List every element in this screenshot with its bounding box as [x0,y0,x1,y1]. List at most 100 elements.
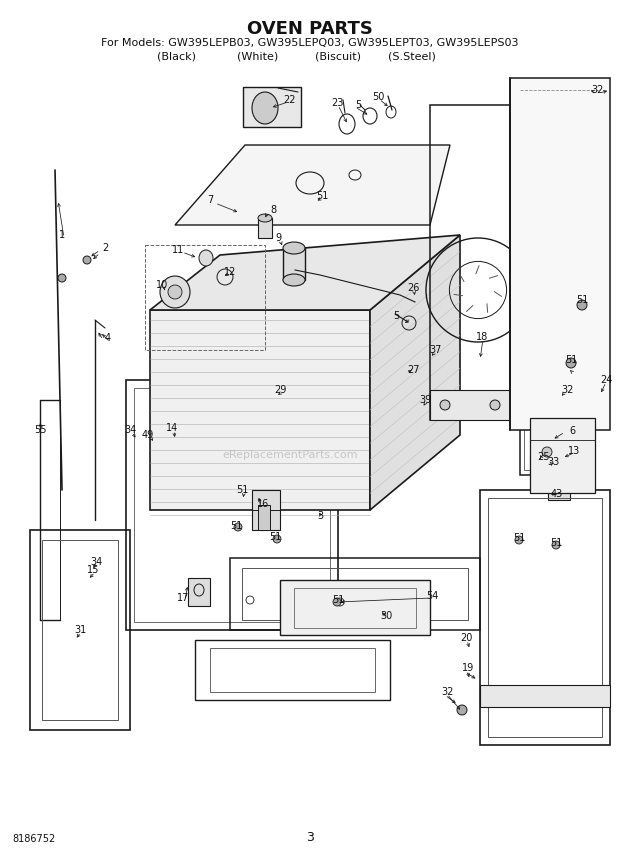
Text: 8186752: 8186752 [12,834,55,844]
Text: 12: 12 [224,267,236,277]
Text: 5: 5 [355,100,361,110]
Polygon shape [175,145,450,225]
Bar [242,568,468,620]
Text: 4: 4 [105,333,111,343]
Bar [530,455,570,480]
Bar [520,195,560,475]
Bar [430,105,510,420]
Bar [530,418,595,493]
Text: 55: 55 [33,425,46,435]
Bar [210,648,375,692]
Text: 9: 9 [275,233,281,243]
Bar [524,200,556,470]
Text: 37: 37 [429,345,441,355]
Text: 24: 24 [600,375,612,385]
Bar [252,490,280,530]
Bar [126,380,338,630]
Text: 31: 31 [74,625,86,635]
Text: eReplacementParts.com: eReplacementParts.com [222,450,358,460]
Text: 51: 51 [230,521,242,531]
Ellipse shape [168,285,182,299]
Bar [280,580,430,635]
Ellipse shape [542,447,552,457]
Text: 51: 51 [576,295,588,305]
Text: 15: 15 [87,565,99,575]
FancyArrowPatch shape [489,276,498,278]
Ellipse shape [283,274,305,286]
Bar [42,540,118,720]
Text: 17: 17 [177,593,189,603]
Text: 10: 10 [156,280,168,290]
Text: 2: 2 [102,243,108,253]
Text: 54: 54 [426,591,438,601]
Text: 51: 51 [550,538,562,548]
Text: 18: 18 [476,332,488,342]
Text: 51: 51 [236,485,248,495]
Ellipse shape [577,300,587,310]
Bar [243,87,301,127]
Ellipse shape [536,461,544,469]
Text: 32: 32 [592,85,604,95]
Bar [30,530,130,730]
Text: 51: 51 [332,595,344,605]
Text: For Models: GW395LEPB03, GW395LEPQ03, GW395LEPT03, GW395LEPS03: For Models: GW395LEPB03, GW395LEPQ03, GW… [101,38,519,48]
Text: 33: 33 [547,457,559,467]
Text: 7: 7 [207,195,213,205]
Text: OVEN PARTS: OVEN PARTS [247,20,373,38]
Text: 32: 32 [561,385,573,395]
Text: (Biscuit): (Biscuit) [315,51,361,61]
Text: 32: 32 [442,687,454,697]
Text: 8: 8 [270,205,276,215]
Text: 43: 43 [551,489,563,499]
Text: 30: 30 [380,611,392,621]
Text: 6: 6 [569,426,575,436]
Text: 49: 49 [142,430,154,440]
Bar [283,248,305,280]
Bar [195,640,390,700]
Ellipse shape [515,536,523,544]
Polygon shape [150,235,460,310]
Text: 26: 26 [407,283,419,293]
Ellipse shape [553,464,561,472]
Text: 29: 29 [274,385,286,395]
Polygon shape [510,78,610,430]
Ellipse shape [283,242,305,254]
Text: 16: 16 [257,499,269,509]
Text: (White): (White) [237,51,278,61]
Text: 51: 51 [565,355,577,365]
Text: 25: 25 [537,452,549,462]
Text: 34: 34 [124,425,136,435]
Text: 14: 14 [166,423,178,433]
Text: 11: 11 [172,245,184,255]
Bar [145,245,265,350]
Ellipse shape [273,535,281,543]
Ellipse shape [252,92,278,124]
Text: 3: 3 [306,831,314,844]
FancyArrowPatch shape [487,304,488,312]
Ellipse shape [457,705,467,715]
Text: 50: 50 [372,92,384,102]
Polygon shape [258,505,270,530]
Text: 5: 5 [393,311,399,321]
Polygon shape [370,235,460,510]
Ellipse shape [490,400,500,410]
Polygon shape [150,310,370,510]
Text: 23: 23 [331,98,343,108]
Text: 20: 20 [460,633,472,643]
FancyArrowPatch shape [466,306,473,312]
Bar [134,388,330,622]
Text: 19: 19 [462,663,474,673]
Ellipse shape [440,400,450,410]
FancyArrowPatch shape [476,265,479,274]
Text: 34: 34 [90,557,102,567]
Bar [430,390,510,420]
Text: 51: 51 [513,533,525,543]
Ellipse shape [552,541,560,549]
Bar [230,558,480,630]
Bar [188,578,210,606]
Bar [258,218,272,238]
Bar [294,588,416,628]
Ellipse shape [58,274,66,282]
Ellipse shape [234,523,242,531]
Text: 1: 1 [59,230,65,240]
